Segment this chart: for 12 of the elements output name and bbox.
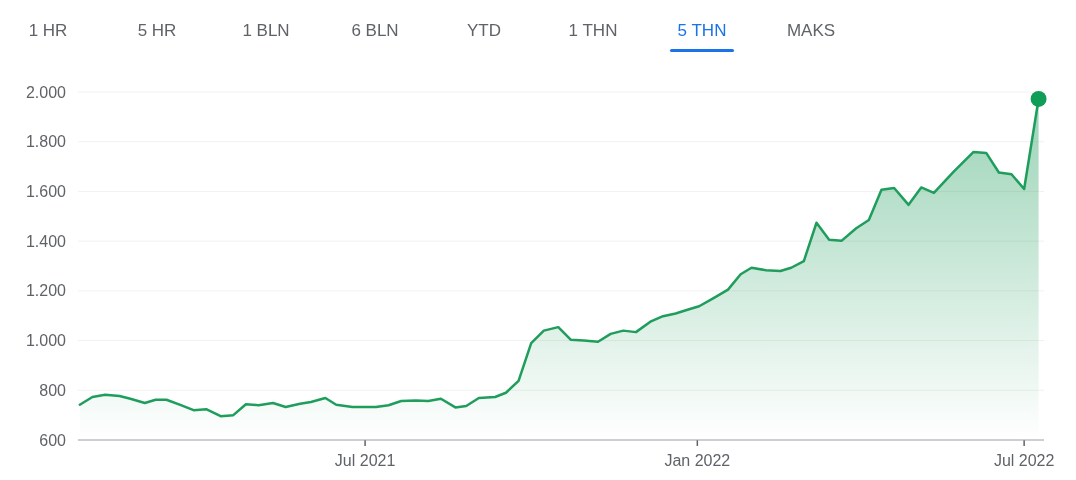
y-tick-label: 1.600 xyxy=(25,183,67,201)
y-tick-label: 1.200 xyxy=(25,282,67,300)
x-tick-label: Jul 2022 xyxy=(993,452,1055,469)
x-tick-label: Jan 2022 xyxy=(664,452,731,469)
y-tick-label: 800 xyxy=(39,381,67,399)
y-tick-label: 600 xyxy=(39,431,67,449)
range-tabs: 1 HR 5 HR 1 BLN 6 BLN YTD 1 THN 5 THN MAKS xyxy=(28,21,836,52)
y-tick-label: 1.000 xyxy=(25,332,67,350)
y-tick-label: 1.400 xyxy=(25,232,67,250)
y-tick-label: 1.800 xyxy=(25,133,67,151)
x-tick-label: Jul 2021 xyxy=(334,452,396,469)
y-tick-label: 2.000 xyxy=(25,83,67,101)
